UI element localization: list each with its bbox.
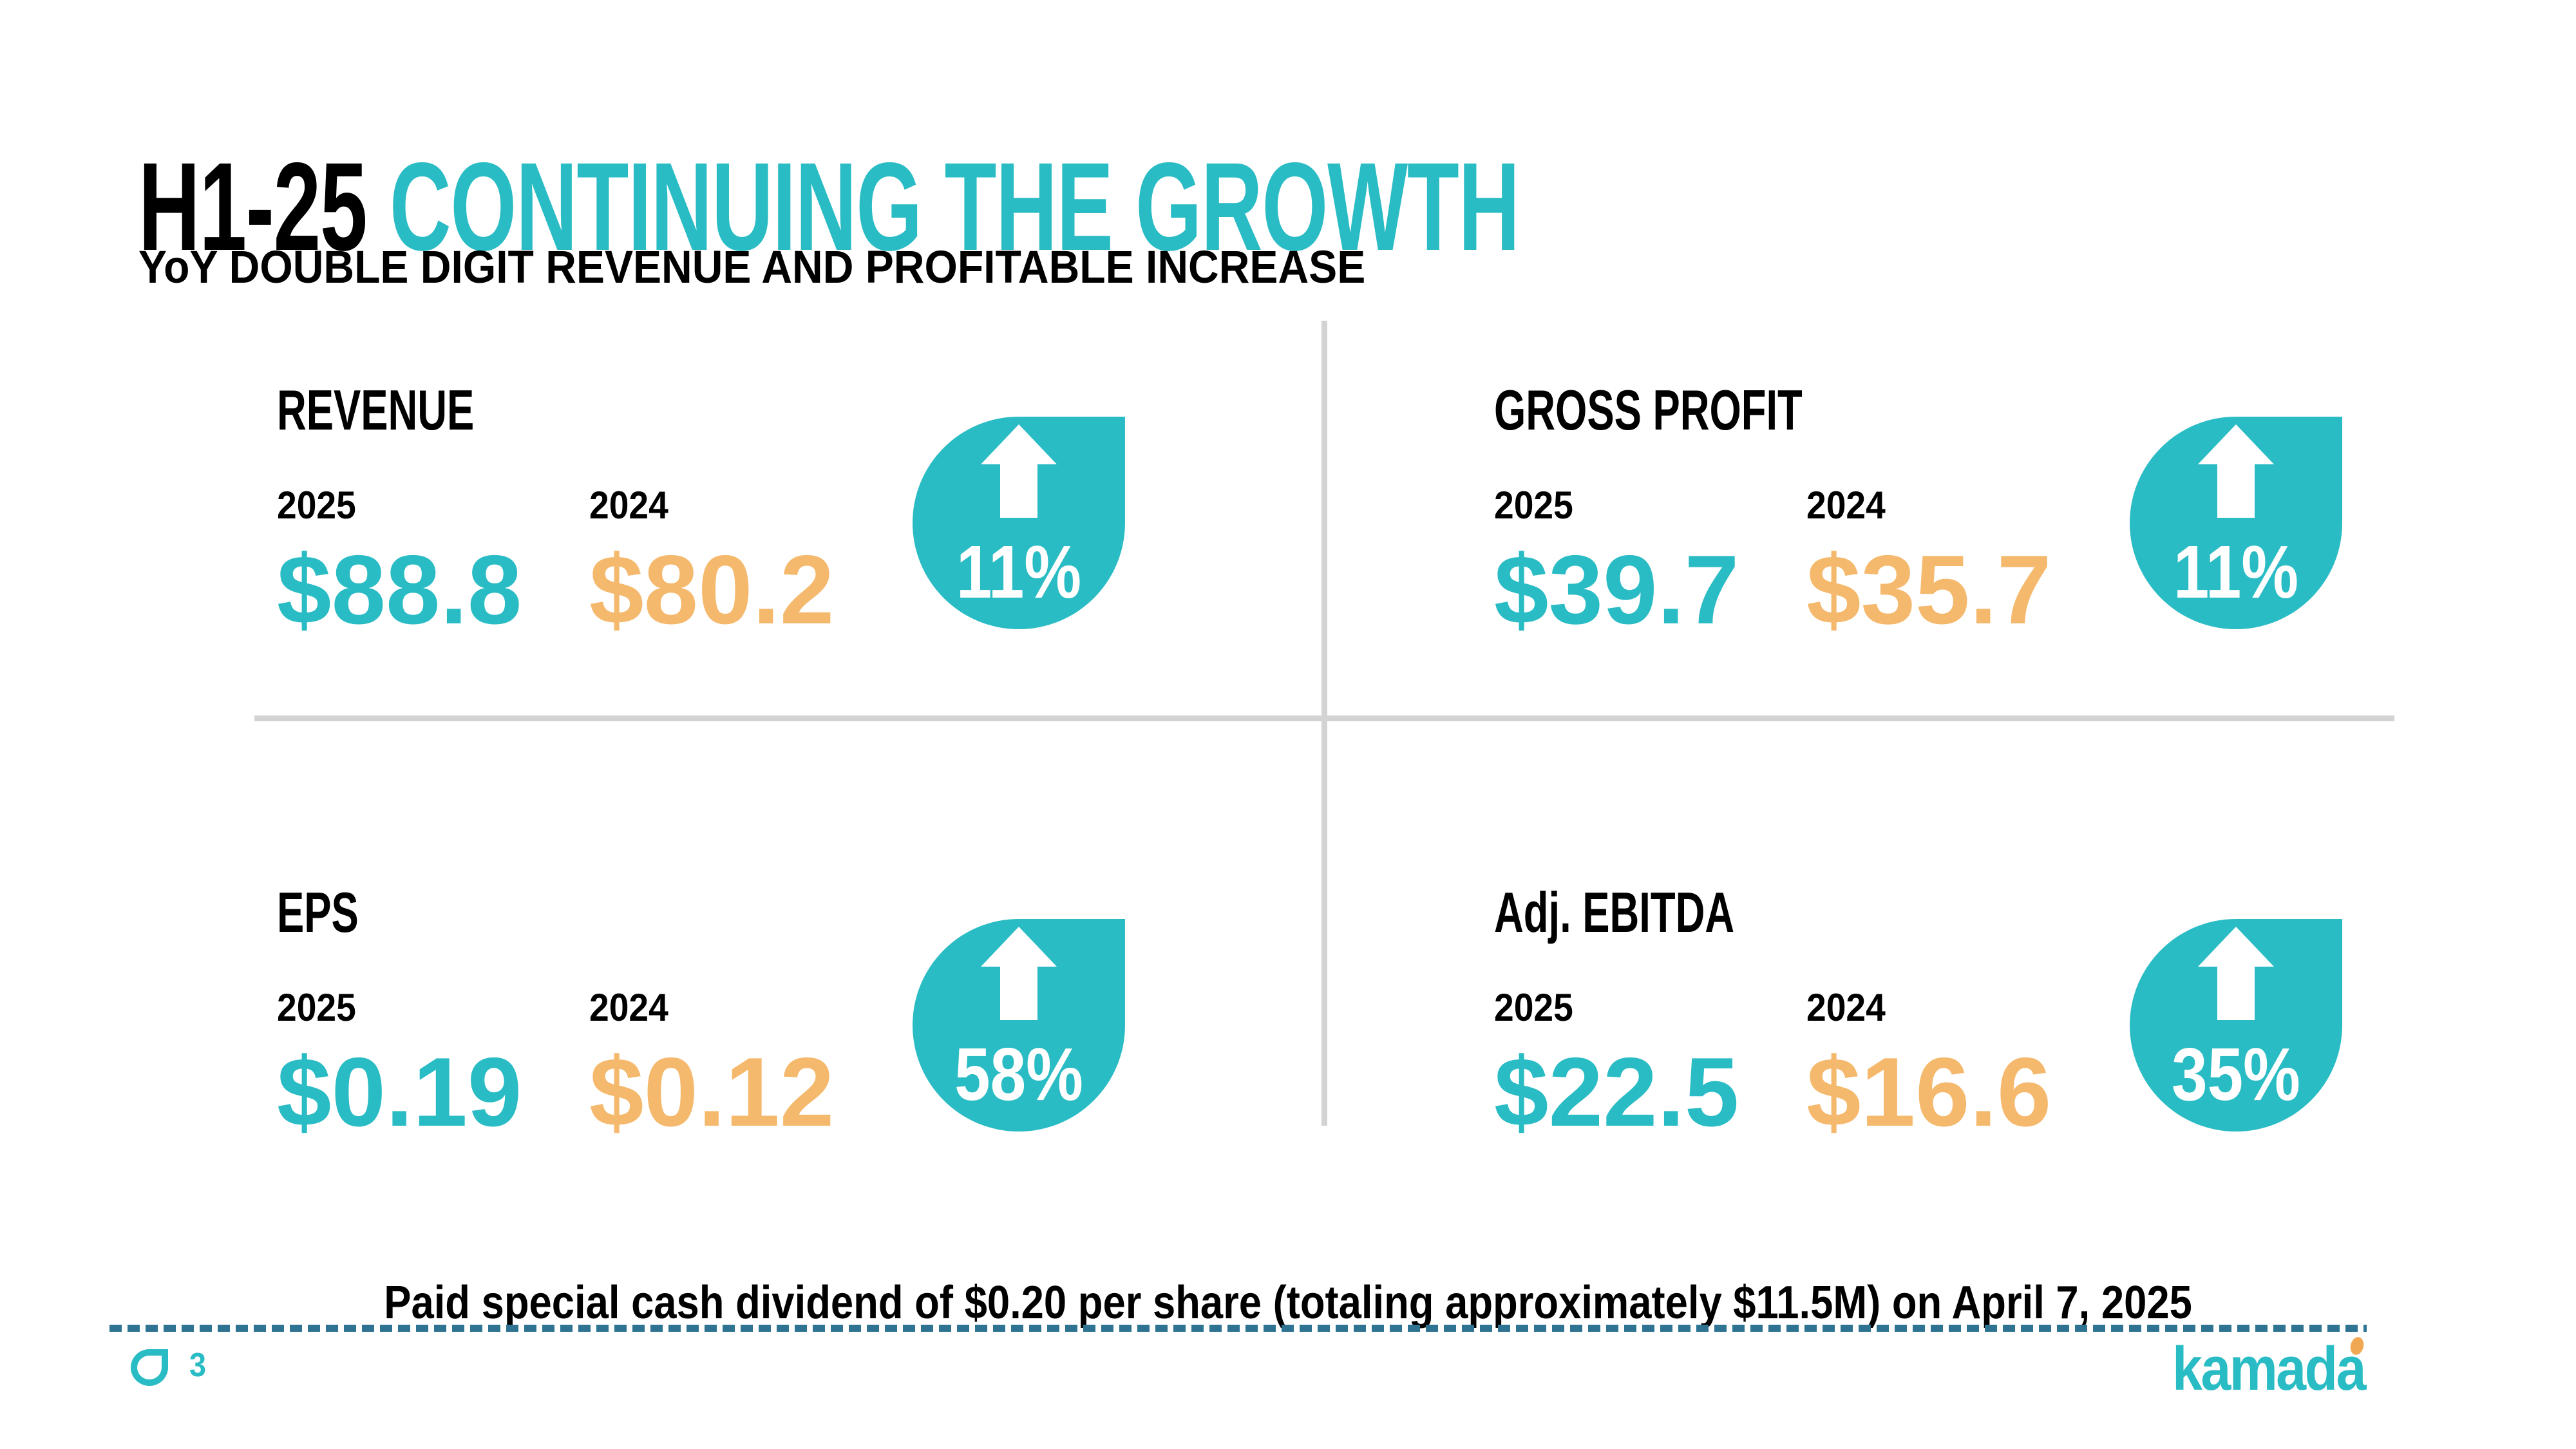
growth-percent: 11% [2173, 530, 2299, 614]
metric-value-current: $22.5 [1494, 1037, 1739, 1147]
metric-card-revenue: REVENUE 2025 $88.8 2024 $80.2 11% [277, 332, 1282, 757]
growth-percent: 58% [954, 1032, 1083, 1116]
metric-label: EPS [277, 880, 359, 944]
year-label-current: 2025 [277, 484, 356, 527]
year-label-prior: 2024 [589, 986, 668, 1029]
metric-label: GROSS PROFIT [1494, 378, 1803, 442]
arrow-up-icon [981, 424, 1057, 518]
page-title: H1-25 CONTINUING THE GROWTH [138, 140, 1520, 273]
growth-badge: 35% [2130, 919, 2342, 1132]
page-subtitle: YoY DOUBLE DIGIT REVENUE AND PROFITABLE … [138, 242, 1366, 293]
kamada-wordmark: kamada [2172, 1334, 2366, 1403]
vertical-divider [1321, 321, 1327, 1126]
growth-badge: 11% [913, 417, 1125, 629]
metric-value-prior: $80.2 [589, 535, 835, 645]
metric-value-current: $88.8 [277, 535, 522, 645]
growth-percent: 35% [2172, 1032, 2300, 1116]
dividend-footnote: Paid special cash dividend of $0.20 per … [384, 1277, 2192, 1329]
year-label-prior: 2024 [1806, 484, 1886, 527]
growth-badge: 58% [913, 919, 1125, 1132]
footer-dashed-line [109, 1325, 2367, 1332]
title-prefix: H1-25 [138, 136, 390, 277]
metric-label: REVENUE [277, 378, 475, 442]
horizontal-divider [254, 715, 2394, 721]
metric-value-prior: $16.6 [1806, 1037, 2052, 1147]
metric-value-prior: $35.7 [1806, 535, 2052, 645]
title-accent: CONTINUING THE GROWTH [389, 136, 1520, 277]
metric-value-current: $39.7 [1494, 535, 1739, 645]
year-label-current: 2025 [277, 986, 356, 1029]
year-label-prior: 2024 [589, 484, 668, 527]
year-label-current: 2025 [1494, 484, 1573, 527]
arrow-up-icon [981, 927, 1057, 1020]
year-label-prior: 2024 [1806, 986, 1886, 1029]
metric-card-adj-ebitda: Adj. EBITDA 2025 $22.5 2024 $16.6 35% [1494, 834, 2499, 1259]
growth-badge: 11% [2130, 417, 2342, 629]
year-label-current: 2025 [1494, 986, 1573, 1029]
metric-card-gross-profit: GROSS PROFIT 2025 $39.7 2024 $35.7 11% [1494, 332, 2499, 757]
arrow-up-icon [2198, 927, 2274, 1020]
arrow-up-icon [2198, 424, 2274, 518]
metric-card-eps: EPS 2025 $0.19 2024 $0.12 58% [277, 834, 1282, 1259]
metric-value-prior: $0.12 [589, 1037, 835, 1147]
metric-label: Adj. EBITDA [1494, 880, 1735, 944]
growth-percent: 11% [956, 530, 1082, 614]
kamada-drop-logo [131, 1349, 168, 1386]
metric-value-current: $0.19 [277, 1037, 522, 1147]
page-number: 3 [189, 1347, 207, 1384]
